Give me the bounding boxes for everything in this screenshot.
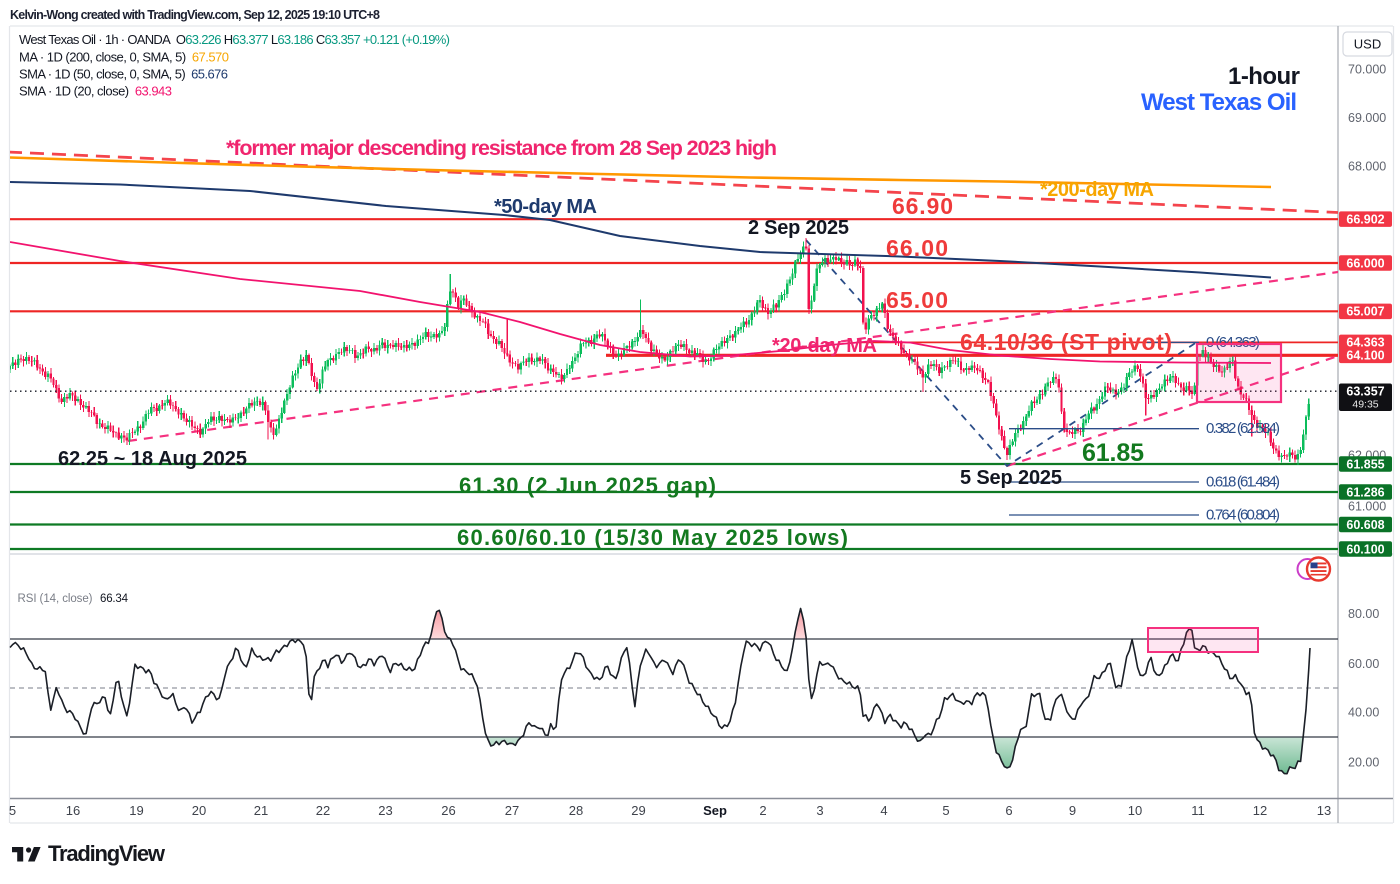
svg-text:61.85: 61.85 bbox=[1082, 439, 1144, 467]
svg-text:0.618 (61.484): 0.618 (61.484) bbox=[1206, 474, 1280, 491]
svg-text:20: 20 bbox=[192, 803, 206, 818]
svg-text:23: 23 bbox=[378, 803, 392, 818]
svg-text:64.100: 64.100 bbox=[1346, 349, 1384, 363]
svg-text:10: 10 bbox=[1128, 803, 1142, 818]
svg-text:13: 13 bbox=[1317, 803, 1331, 818]
svg-text:60.60/60.10 (15/30 May 2025 lo: 60.60/60.10 (15/30 May 2025 lows) bbox=[457, 525, 848, 550]
svg-text:5: 5 bbox=[942, 803, 949, 818]
svg-text:21: 21 bbox=[254, 803, 268, 818]
svg-text:62.25 ~ 18 Aug 2025: 62.25 ~ 18 Aug 2025 bbox=[58, 448, 247, 470]
svg-text:Sep: Sep bbox=[703, 803, 727, 818]
svg-text:61.855: 61.855 bbox=[1346, 457, 1384, 471]
svg-text:66.902: 66.902 bbox=[1346, 213, 1384, 227]
svg-text:60.100: 60.100 bbox=[1346, 542, 1384, 556]
svg-text:USD: USD bbox=[1354, 37, 1381, 52]
svg-text:19: 19 bbox=[129, 803, 143, 818]
svg-text:20.00: 20.00 bbox=[1348, 755, 1379, 769]
svg-text:26: 26 bbox=[441, 803, 455, 818]
svg-text:MA · 1D (200, close, 0, SMA, 5: MA · 1D (200, close, 0, SMA, 5) 67.570 bbox=[19, 50, 229, 65]
svg-text:64.10/36 (ST pivot): 64.10/36 (ST pivot) bbox=[960, 329, 1172, 355]
svg-text:40.00: 40.00 bbox=[1348, 705, 1379, 719]
svg-text:2 Sep 2025: 2 Sep 2025 bbox=[748, 217, 849, 239]
svg-text:5: 5 bbox=[9, 803, 16, 818]
svg-text:2: 2 bbox=[759, 803, 766, 818]
svg-text:TradingView: TradingView bbox=[48, 841, 166, 866]
svg-text:49:35: 49:35 bbox=[1352, 399, 1378, 411]
svg-text:61.286: 61.286 bbox=[1346, 485, 1384, 499]
svg-text:70.000: 70.000 bbox=[1348, 62, 1386, 76]
svg-text:65.007: 65.007 bbox=[1346, 305, 1384, 319]
svg-text:61.000: 61.000 bbox=[1348, 499, 1386, 513]
svg-text:68.000: 68.000 bbox=[1348, 159, 1386, 173]
svg-text:*former major descending resis: *former major descending resistance from… bbox=[226, 136, 777, 160]
svg-text:65.00: 65.00 bbox=[886, 287, 948, 313]
svg-text:3: 3 bbox=[816, 803, 823, 818]
svg-text:*20-day MA: *20-day MA bbox=[772, 335, 877, 357]
svg-text:16: 16 bbox=[66, 803, 80, 818]
svg-text:*50-day MA: *50-day MA bbox=[494, 196, 597, 218]
svg-text:66.34: 66.34 bbox=[100, 593, 129, 605]
svg-text:0.382 (62.584): 0.382 (62.584) bbox=[1206, 420, 1280, 437]
svg-text:Kelvin-Wong created with Tradi: Kelvin-Wong created with TradingView.com… bbox=[10, 8, 380, 22]
svg-text:6: 6 bbox=[1005, 803, 1012, 818]
svg-text:1-hour: 1-hour bbox=[1228, 63, 1300, 90]
svg-text:66.000: 66.000 bbox=[1346, 256, 1384, 270]
svg-text:28: 28 bbox=[569, 803, 583, 818]
svg-text:5 Sep 2025: 5 Sep 2025 bbox=[960, 467, 1062, 489]
svg-text:66.90: 66.90 bbox=[892, 193, 953, 219]
svg-text:66.00: 66.00 bbox=[886, 235, 948, 261]
svg-text:West Texas Oil · 1h · OANDA O: West Texas Oil · 1h · OANDA O63.226 H63.… bbox=[19, 32, 450, 47]
svg-text:80.00: 80.00 bbox=[1348, 607, 1379, 621]
svg-text:0 (64.363): 0 (64.363) bbox=[1206, 334, 1260, 351]
svg-text:64.363: 64.363 bbox=[1346, 336, 1384, 350]
svg-text:22: 22 bbox=[316, 803, 330, 818]
svg-text:29: 29 bbox=[631, 803, 645, 818]
svg-text:60.608: 60.608 bbox=[1346, 518, 1384, 532]
svg-text:RSI (14, close): RSI (14, close) bbox=[18, 593, 93, 605]
svg-text:4: 4 bbox=[880, 803, 887, 818]
svg-text:SMA · 1D (20, close) 63.943: SMA · 1D (20, close) 63.943 bbox=[19, 84, 172, 99]
svg-text:60.00: 60.00 bbox=[1348, 657, 1379, 671]
svg-text:9: 9 bbox=[1069, 803, 1076, 818]
svg-text:0.764 (60.804): 0.764 (60.804) bbox=[1206, 507, 1280, 524]
svg-text:West Texas Oil: West Texas Oil bbox=[1141, 89, 1297, 116]
svg-text:*200-day MA: *200-day MA bbox=[1040, 179, 1154, 201]
svg-text:12: 12 bbox=[1253, 803, 1267, 818]
svg-text:SMA · 1D (50, close, 0, SMA, 5: SMA · 1D (50, close, 0, SMA, 5) 65.676 bbox=[19, 67, 228, 82]
svg-text:61.30 (2 Jun 2025 gap): 61.30 (2 Jun 2025 gap) bbox=[459, 473, 716, 498]
svg-text:63.357: 63.357 bbox=[1346, 385, 1384, 399]
svg-text:11: 11 bbox=[1191, 803, 1205, 818]
svg-text:27: 27 bbox=[505, 803, 519, 818]
svg-text:69.000: 69.000 bbox=[1348, 111, 1386, 125]
